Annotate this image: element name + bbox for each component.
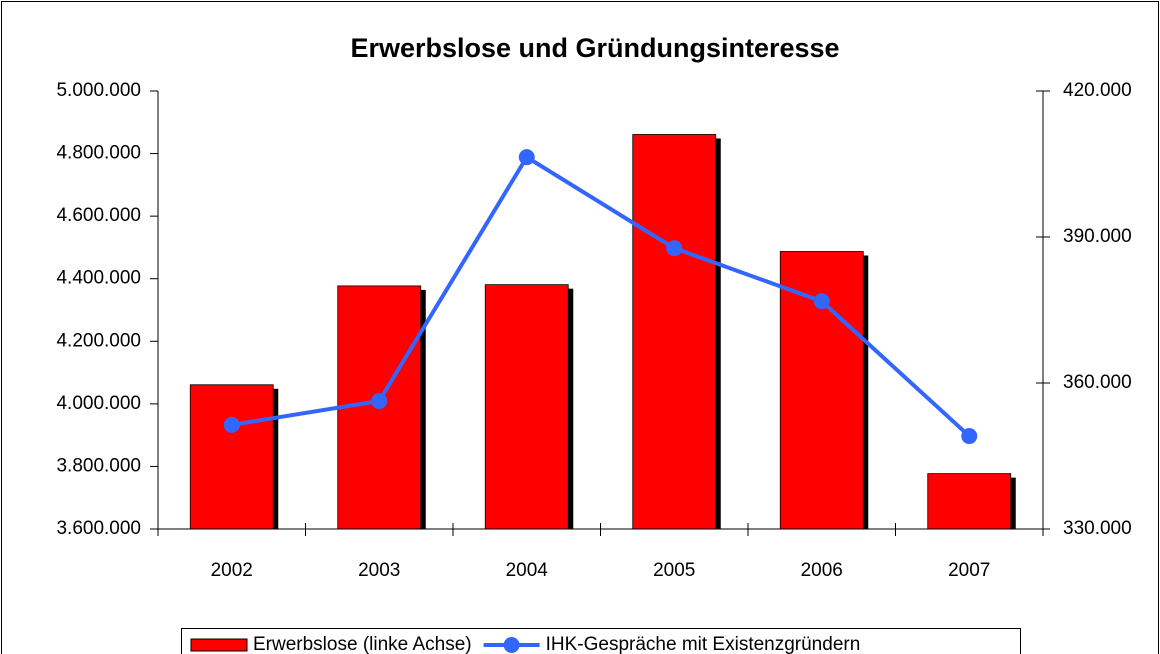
y-tick-label: 4.400.000 xyxy=(56,268,141,289)
y2-tick-label: 330.000 xyxy=(1063,518,1132,539)
y2-tick-label: 360.000 xyxy=(1063,372,1132,393)
y2-tick-label: 390.000 xyxy=(1063,226,1132,247)
x-tick-label: 2003 xyxy=(358,560,400,581)
bar xyxy=(189,384,274,530)
x-tick-label: 2007 xyxy=(948,560,990,581)
x-tick-label: 2002 xyxy=(211,560,253,581)
y-tick-label: 3.800.000 xyxy=(56,455,141,476)
legend-swatch-marker xyxy=(503,637,520,653)
y-tick-label: 4.000.000 xyxy=(56,393,141,414)
x-tick-label: 2004 xyxy=(506,560,549,581)
y-tick-label: 4.600.000 xyxy=(56,205,141,226)
line-marker xyxy=(518,149,535,166)
x-tick-label: 2006 xyxy=(801,560,843,581)
y-tick-label: 4.200.000 xyxy=(56,330,141,351)
x-tick-label: 2005 xyxy=(653,560,695,581)
y-tick-label: 5.000.000 xyxy=(56,80,141,101)
bar xyxy=(779,251,864,530)
bar xyxy=(927,473,1012,530)
bar xyxy=(632,134,717,530)
line-marker xyxy=(813,293,830,310)
y-tick-label: 3.600.000 xyxy=(56,518,141,539)
legend-box xyxy=(181,628,1021,654)
chart-title: Erwerbslose und Gründungsinteresse xyxy=(350,33,839,63)
y-tick-label: 4.800.000 xyxy=(56,143,141,164)
line xyxy=(231,154,971,438)
line-marker xyxy=(371,393,388,410)
line-marker xyxy=(961,428,978,445)
y2-tick-label: 420.000 xyxy=(1063,80,1132,101)
line-marker xyxy=(666,240,683,257)
legend-label: IHK-Gespräche mit Existenzgründern xyxy=(546,634,861,654)
line-marker xyxy=(223,416,240,433)
bar xyxy=(484,284,569,530)
legend-swatch xyxy=(190,638,248,652)
legend-label: Erwerbslose (linke Achse) xyxy=(253,634,472,654)
